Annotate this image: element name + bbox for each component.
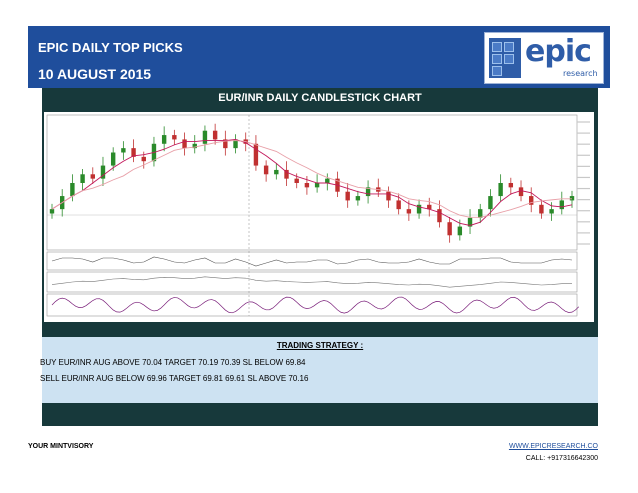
candle-body: [223, 139, 228, 149]
candlestick-chart: [44, 112, 594, 322]
candle-body: [253, 143, 259, 166]
oscillator-pane: [46, 293, 578, 317]
candle-body: [406, 209, 412, 214]
candle-body: [284, 169, 289, 179]
header-bar: EPIC DAILY TOP PICKS 10 AUGUST 2015 epic…: [28, 26, 610, 88]
price-axis-ticks: [577, 121, 590, 245]
candle-body: [192, 143, 197, 149]
candle-body: [355, 196, 361, 201]
candle-body: [447, 222, 452, 236]
report-date: 10 AUGUST 2015: [38, 66, 152, 82]
indicator-lines: [51, 256, 580, 314]
candle-body: [386, 191, 391, 201]
candle-body: [161, 135, 167, 144]
strategy-title: TRADING STRATEGY :: [276, 341, 364, 350]
candle-body: [304, 183, 310, 188]
candle-body: [233, 139, 238, 149]
candle-body: [457, 226, 463, 236]
candle-body: [70, 183, 75, 197]
page-title: EPIC DAILY TOP PICKS: [38, 40, 183, 55]
ma-fast-line: [51, 138, 573, 226]
candle-body: [345, 191, 350, 201]
candle-body: [498, 183, 503, 197]
candle-body: [539, 204, 544, 214]
candle-body: [182, 139, 187, 149]
candle-body: [365, 187, 371, 197]
candle-body: [508, 183, 514, 188]
candle-body: [121, 148, 126, 153]
price-pane: [46, 114, 578, 251]
candle-body: [559, 200, 565, 210]
candle-body: [49, 209, 55, 214]
candle-body: [529, 196, 534, 205]
ma-slow-line: [51, 140, 572, 218]
candle-body: [314, 183, 320, 188]
candle-body: [110, 152, 116, 166]
candle-body: [274, 169, 279, 175]
chart-panel: EUR/INR DAILY CANDLESTICK CHART TRADING …: [40, 88, 598, 426]
chart-title: EUR/INR DAILY CANDLESTICK CHART: [218, 92, 422, 104]
epic-research-logo: epic research: [484, 32, 604, 84]
candle-body: [467, 217, 473, 227]
candle-body: [427, 204, 432, 210]
moving-average-lines: [51, 138, 573, 226]
candle-body: [478, 209, 483, 218]
candle-body: [569, 196, 575, 201]
logo-grid-icon: [489, 38, 521, 78]
candle-body: [396, 200, 401, 210]
chart-svg: [44, 112, 594, 322]
footer-tagline: YOUR MINTVISORY: [28, 443, 94, 450]
candle-body: [294, 178, 299, 183]
candle-body: [131, 148, 136, 157]
logo-subtitle: research: [563, 69, 598, 78]
contact-phone: CALL: +917316642300: [525, 455, 598, 462]
candle-body: [141, 156, 146, 162]
website-link[interactable]: WWW.EPICRESEARCH.CO: [508, 443, 598, 450]
candle-body: [263, 165, 269, 175]
trend-line: [51, 276, 573, 288]
candle-body: [212, 130, 218, 140]
candle-body: [80, 174, 85, 183]
momentum-line: [51, 256, 573, 267]
candle-body: [488, 196, 493, 210]
candle-body: [437, 209, 442, 223]
candle-body: [416, 204, 422, 214]
buy-strategy: BUY EUR/INR AUG ABOVE 70.04 TARGET 70.19…: [40, 358, 306, 367]
candle-body: [100, 165, 106, 179]
candle-body: [518, 187, 524, 197]
oscillator-line: [51, 296, 580, 314]
trading-strategy-box: TRADING STRATEGY : BUY EUR/INR AUG ABOVE…: [40, 337, 598, 403]
candle-body: [172, 135, 177, 140]
candle-body: [202, 130, 208, 144]
candle-body: [90, 174, 95, 179]
candle-body: [325, 178, 330, 183]
sell-strategy: SELL EUR/INR AUG BELOW 69.96 TARGET 69.8…: [40, 374, 309, 383]
candle-body: [549, 209, 554, 214]
logo-word: epic: [525, 34, 592, 69]
